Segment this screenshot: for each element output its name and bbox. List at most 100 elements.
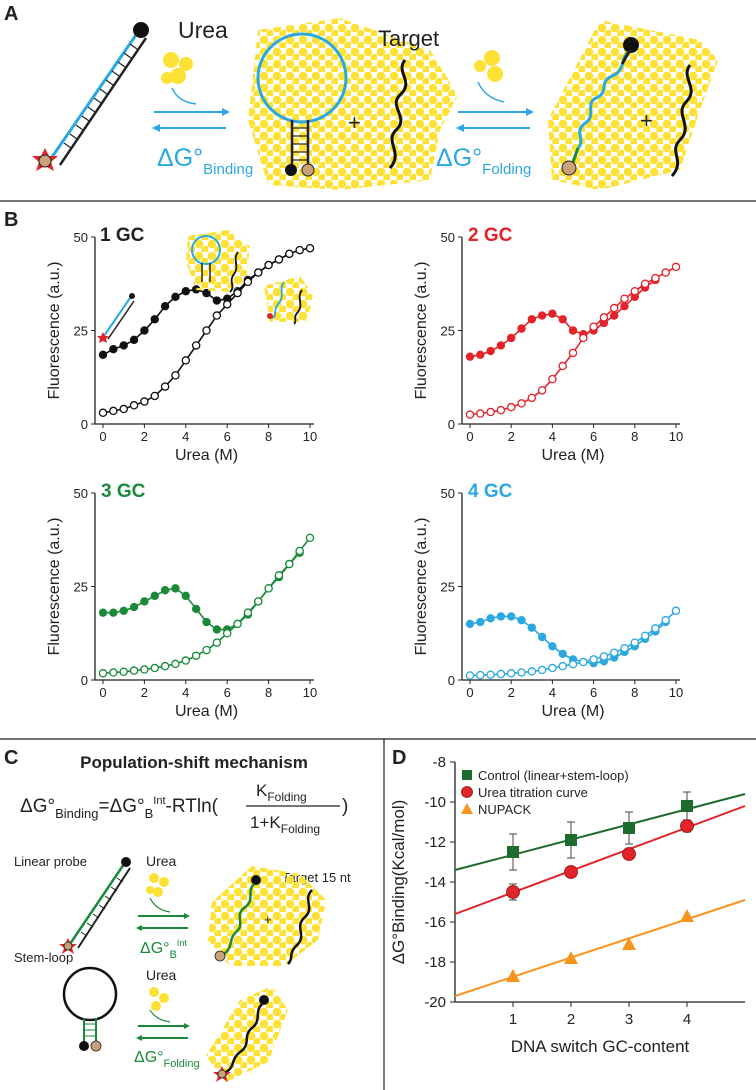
series-circle	[454, 805, 746, 915]
data-point-filled	[191, 604, 201, 614]
urea-label-c1: Urea	[146, 853, 177, 869]
data-point-open	[109, 406, 118, 416]
data-point-open	[98, 408, 108, 418]
data-point-open	[171, 371, 180, 380]
plus-sign-c: +	[264, 912, 272, 927]
x-tick-label: 4	[683, 1011, 691, 1028]
y-tick-label: -20	[424, 994, 446, 1011]
chart-title: 1 GC	[100, 225, 145, 246]
data-point-filled	[476, 617, 485, 627]
data-point-filled	[109, 608, 118, 617]
x-axis-label: Urea (M)	[541, 703, 604, 720]
data-point-open	[609, 648, 619, 657]
x-tick-label: 0	[466, 685, 473, 700]
x-tick-label: 4	[549, 685, 556, 700]
chart-title: 2 GC	[468, 225, 513, 246]
svg-text:KFolding: KFolding	[256, 781, 307, 804]
data-point-filled	[486, 346, 495, 356]
data-point	[564, 951, 578, 964]
data-point-filled	[119, 606, 128, 616]
y-tick-label: -18	[424, 954, 446, 971]
dg-fold-label: ΔG°Folding	[134, 1049, 200, 1070]
data-point-filled	[558, 315, 567, 324]
data-point-open	[160, 661, 170, 671]
y-tick-label: 0	[448, 417, 455, 432]
data-point	[506, 969, 520, 982]
x-tick-label: 2	[141, 685, 148, 700]
inset-stem-loop-cloud	[186, 230, 250, 293]
data-point-open	[506, 669, 516, 678]
y-tick-label: -8	[433, 754, 446, 771]
x-tick-label: 6	[224, 685, 231, 700]
data-point-open	[150, 391, 159, 401]
data-point-filled	[537, 632, 547, 642]
panel-c-title: Population-shift mechanism	[80, 753, 308, 772]
data-point-open	[476, 670, 485, 680]
x-axis-label: DNA switch GC-content	[511, 1037, 690, 1056]
data-point-open	[476, 409, 485, 418]
data-point-filled	[171, 584, 180, 593]
data-point-open	[171, 659, 180, 669]
data-point-open	[568, 660, 578, 669]
unfolded-stem-loop-c	[213, 995, 269, 1082]
dg-int-label: ΔG°BInt	[140, 938, 187, 961]
data-point	[622, 937, 636, 950]
urea-icon-c1	[146, 873, 169, 897]
panel-b: 0 2 4 6 8 10 0 25 50 Urea (M) Fluorescence (a.u.) 1…	[46, 225, 683, 720]
data-point	[680, 909, 694, 922]
data-point-open	[253, 268, 263, 277]
data-point-filled	[537, 311, 547, 320]
data-point-filled	[527, 315, 536, 324]
data-point-open	[558, 361, 567, 371]
target-strand-right	[670, 64, 693, 177]
x-tick-label: 2	[508, 429, 515, 444]
data-point-filled	[171, 292, 180, 302]
y-tick-label: 50	[441, 486, 455, 501]
data-point-open	[496, 669, 506, 679]
data-point	[565, 834, 577, 846]
unfolded-probe-illustration	[561, 37, 639, 176]
data-point-open	[305, 243, 315, 253]
x-tick-label: 6	[590, 429, 597, 444]
legend-label: Urea titration curve	[478, 785, 588, 800]
data-point-open	[517, 668, 526, 677]
data-point-open	[181, 656, 191, 665]
data-point-open	[274, 255, 284, 264]
series-triangle	[454, 899, 746, 997]
data-point-open	[274, 571, 284, 580]
data-point-open	[264, 260, 273, 270]
panel-c: Population-shift mechanism ΔG°Binding=ΔG…	[14, 753, 351, 1082]
data-point-open	[671, 606, 681, 616]
x-tick-label: 6	[224, 429, 231, 444]
data-point-open	[558, 661, 567, 671]
stem-loop-illustration	[256, 32, 348, 177]
x-tick-label: 8	[265, 429, 272, 444]
y-tick-label: 50	[74, 230, 88, 245]
y-axis-label: Fluorescence (a.u.)	[413, 518, 430, 656]
x-tick-label: 1	[509, 1011, 517, 1028]
x-tick-label: 6	[590, 685, 597, 700]
data-point-open	[640, 631, 650, 641]
data-point-filled	[150, 591, 159, 601]
data-point	[681, 800, 693, 812]
fit-line	[454, 899, 746, 997]
data-point-open	[253, 597, 263, 606]
y-axis-label: Fluorescence (a.u.)	[413, 262, 430, 400]
legend-marker	[461, 786, 473, 798]
y-tick-label: 0	[448, 673, 455, 688]
data-point-open	[305, 533, 315, 543]
legend: Control (linear+stem-loop) Urea titration…	[461, 768, 629, 817]
data-point-open	[109, 668, 118, 677]
data-point-open	[285, 559, 294, 569]
data-point-filled	[558, 649, 567, 659]
x-tick-label: 8	[631, 685, 638, 700]
legend-marker	[462, 770, 472, 780]
data-point-open	[620, 294, 629, 303]
data-point-open	[486, 407, 495, 417]
equation: ΔG°Binding=ΔG°BInt-RTln( KFolding 1+KFol…	[20, 781, 348, 836]
data-point-filled	[568, 326, 578, 335]
chart-2gc: 0 2 4 6 8 10 0 25 50 Urea (M) Fluorescence (a.u.) 2…	[413, 225, 683, 464]
data-point-open	[285, 249, 294, 259]
data-point-filled	[129, 602, 139, 612]
